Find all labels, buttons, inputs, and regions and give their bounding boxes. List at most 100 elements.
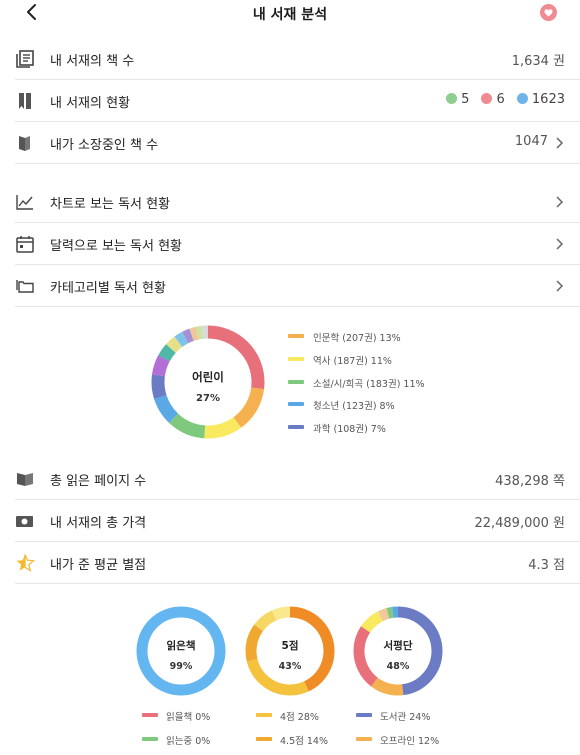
source-donut: 서평단 48% bbox=[353, 606, 443, 696]
legend-swatch bbox=[142, 737, 158, 741]
legend-offline: 오프라인 12% bbox=[356, 733, 439, 747]
wish-count: 6 bbox=[481, 92, 505, 107]
heart-icon bbox=[544, 9, 553, 17]
legend-item: 과학 (108권) 7% bbox=[288, 421, 425, 444]
total-pages-value: 438,298 쪽 bbox=[495, 474, 565, 489]
legend-library: 도서관 24% bbox=[356, 709, 430, 723]
total-pages-label: 총 읽은 페이지 수 bbox=[50, 474, 147, 489]
rating-percent: 43% bbox=[279, 661, 302, 672]
legend-label: 인문학 (207권) 13% bbox=[313, 333, 401, 344]
segment-offline bbox=[353, 606, 443, 696]
segment-other-d bbox=[353, 606, 443, 696]
heart-button[interactable] bbox=[540, 4, 557, 21]
star-icon bbox=[16, 554, 35, 572]
segment-history bbox=[151, 325, 265, 439]
segment-library bbox=[353, 606, 443, 696]
legend-swatch bbox=[256, 713, 272, 717]
legend-4-point: 4점 28% bbox=[256, 709, 319, 723]
legend-label: 4점 28% bbox=[280, 712, 319, 723]
legend-to-read: 읽을책 0% bbox=[142, 709, 210, 723]
open-book-icon bbox=[17, 473, 33, 486]
book-count-row: 내 서재의 책 수 1,634 권 bbox=[15, 38, 580, 80]
owned-books-label: 내가 소장중인 책 수 bbox=[50, 138, 159, 153]
reading-count-value: 5 bbox=[461, 92, 470, 107]
legend-item: 역사 (187권) 11% bbox=[288, 353, 425, 376]
reading-count: 5 bbox=[446, 92, 469, 107]
legend-swatch bbox=[256, 737, 272, 741]
book-count-value: 1,634 권 bbox=[511, 54, 565, 69]
category-donut-segments bbox=[151, 325, 265, 439]
back-arrow-icon[interactable] bbox=[18, 0, 46, 26]
source-center: 서평단 bbox=[384, 639, 413, 652]
total-price-row: 내 서재의 총 가격 22,489,000 원 bbox=[15, 500, 580, 542]
page-title: 내 서재 분석 bbox=[252, 7, 328, 23]
legend-item: 청소년 (123권) 8% bbox=[288, 398, 425, 421]
legend-item: 소설/시/희곡 (183권) 11% bbox=[288, 376, 425, 399]
calendar-stats-label: 달력으로 보는 독서 현황 bbox=[50, 239, 182, 254]
calendar-icon bbox=[16, 236, 34, 253]
book-icon bbox=[19, 136, 30, 151]
calendar-stats-row[interactable]: 달력으로 보는 독서 현황 bbox=[15, 223, 580, 265]
segment-4-5-point bbox=[245, 606, 335, 696]
chevron-right-icon bbox=[556, 196, 564, 208]
legend-swatch bbox=[288, 379, 304, 384]
heart-icon bbox=[481, 93, 493, 104]
chevron-right-icon bbox=[556, 137, 564, 149]
legend-label: 역사 (187권) 11% bbox=[313, 355, 392, 367]
chart-stats-row[interactable]: 차트로 보는 독서 현황 bbox=[15, 181, 580, 223]
category-donut-chart: 어린이 27% bbox=[151, 325, 265, 439]
legend-label: 오프라인 12% bbox=[380, 736, 440, 747]
total-pages-row: 총 읽은 페이지 수 438,298 쪽 bbox=[15, 458, 580, 500]
legend-label: 과학 (108권) 7% bbox=[313, 424, 386, 436]
legend-label: 읽는중 0% bbox=[166, 736, 211, 747]
segment-other bbox=[245, 606, 335, 696]
status-counts: 5 6 1623 bbox=[438, 92, 565, 107]
legend-label: 청소년 (123권) 8% bbox=[313, 401, 395, 413]
legend-label: 읽을책 0% bbox=[166, 712, 211, 723]
bookmark-icon bbox=[19, 93, 31, 109]
owned-books-value: 1047 bbox=[514, 134, 548, 149]
wish-count-value: 6 bbox=[496, 92, 505, 107]
chevron-right-icon bbox=[556, 280, 564, 292]
legend-label: 도서관 24% bbox=[380, 712, 431, 723]
category-center-percent: 27% bbox=[196, 393, 220, 404]
book-count-label: 내 서재의 책 수 bbox=[50, 54, 135, 69]
legend-swatch bbox=[288, 334, 304, 338]
read-status-center: 읽은책 bbox=[167, 639, 196, 652]
avg-rating-label: 내가 준 평균 별점 bbox=[50, 558, 147, 573]
read-status-donut: 읽은책 99% bbox=[136, 606, 226, 696]
line-chart-icon bbox=[16, 195, 33, 210]
category-stats-row[interactable]: 카테고리별 독서 현황 bbox=[15, 265, 580, 307]
segment-science bbox=[151, 325, 265, 439]
play-icon bbox=[446, 93, 458, 104]
legend-label: 소설/시/희곡 (183권) 11% bbox=[313, 378, 425, 390]
books-icon bbox=[16, 50, 34, 68]
top-bar: 내 서재 분석 bbox=[0, 0, 580, 28]
legend-swatch bbox=[356, 737, 372, 741]
rating-center: 5점 bbox=[282, 640, 299, 652]
read-count: 1623 bbox=[516, 92, 565, 107]
folder-icon bbox=[16, 280, 34, 293]
rating-donut: 5점 43% bbox=[245, 606, 335, 696]
avg-rating-value: 4.3 점 bbox=[528, 558, 565, 573]
source-percent: 48% bbox=[387, 661, 410, 672]
segment-read bbox=[136, 606, 226, 696]
legend-reading: 읽는중 0% bbox=[142, 733, 210, 747]
legend-item: 인문학 (207권) 13% bbox=[288, 330, 425, 353]
legend-4-5-point: 4.5점 14% bbox=[256, 733, 328, 747]
chevron-right-icon bbox=[556, 238, 564, 250]
library-status-label: 내 서재의 현황 bbox=[50, 96, 131, 111]
legend-swatch bbox=[288, 402, 304, 407]
read-count-value: 1623 bbox=[531, 92, 565, 107]
legend-label: 4.5점 14% bbox=[280, 736, 328, 747]
segment-4-point bbox=[245, 606, 335, 696]
avg-rating-row: 내가 준 평균 별점 4.3 점 bbox=[15, 542, 580, 584]
segment-other-8 bbox=[151, 325, 265, 439]
owned-books-row[interactable]: 내가 소장중인 책 수 1047 bbox=[15, 122, 580, 164]
legend-swatch bbox=[142, 713, 158, 717]
check-icon bbox=[516, 93, 528, 104]
chart-stats-label: 차트로 보는 독서 현황 bbox=[50, 197, 171, 212]
library-status-row: 내 서재의 현황 5 6 1623 bbox=[15, 80, 580, 122]
category-center-label: 어린이 bbox=[192, 370, 224, 384]
read-status-percent: 99% bbox=[170, 661, 193, 672]
